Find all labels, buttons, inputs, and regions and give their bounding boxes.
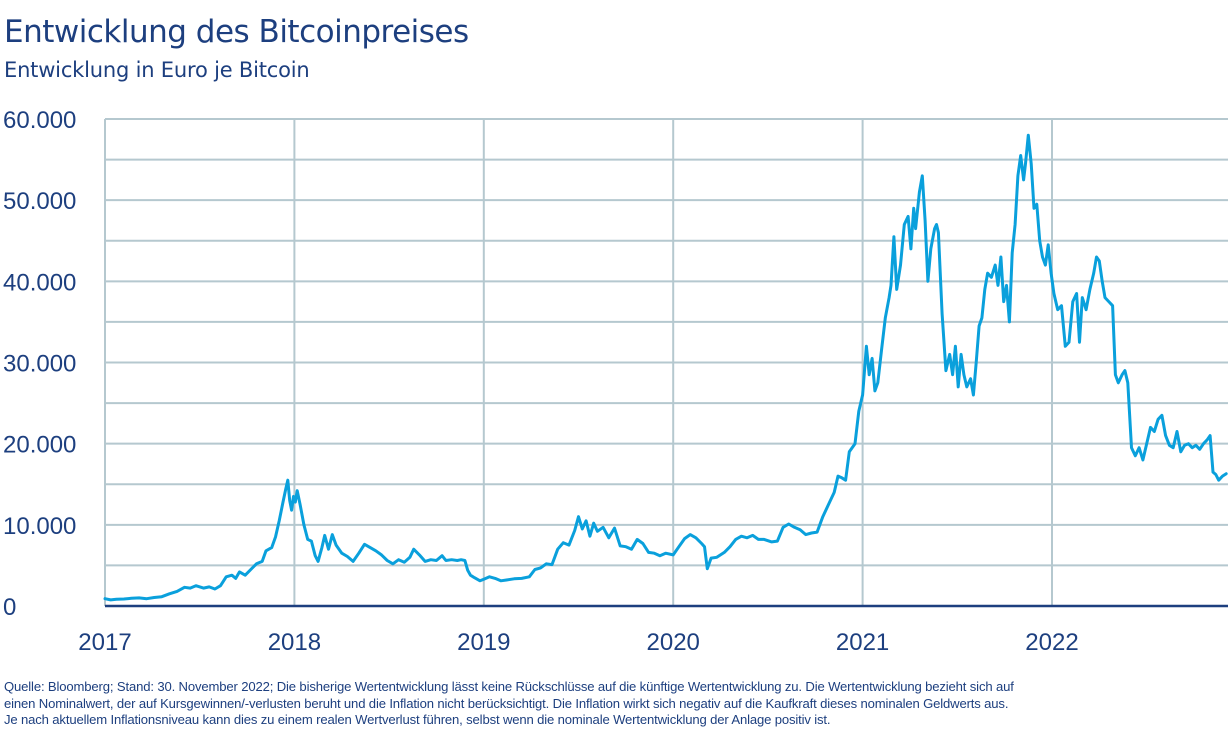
bitcoin-price-chart: 0 10.000 20.000 30.000 40.000 50.000 60.000 20… [3,107,1228,656]
x-tick-label: 2021 [836,629,889,656]
y-tick-label: 20.000 [3,432,76,459]
footnote-line-2: einen Nominalwert, der auf Kursgewinnen/… [4,695,1009,711]
series-line [103,133,1228,602]
y-tick-label: 10.000 [3,513,76,540]
source-footnote: Quelle: Bloomberg; Stand: 30. November 2… [4,679,1230,729]
grid [104,118,1228,606]
series-group [103,133,1228,602]
x-tick-label: 2017 [78,629,131,656]
y-tick-label: 0 [3,594,16,621]
footnote-line-3: Je nach aktuellem Inflationsniveau kann … [4,712,831,727]
x-tick-label: 2020 [647,629,700,656]
y-tick-label: 60.000 [3,107,76,134]
y-tick-label: 40.000 [3,269,76,296]
chart-title: Entwicklung des Bitcoinpreises [4,14,469,50]
chart-subtitle: Entwicklung in Euro je Bitcoin [4,58,310,82]
x-tick-label: 2018 [268,629,321,656]
y-tick-label: 50.000 [3,188,76,215]
x-tick-label: 2022 [1025,629,1078,656]
x-tick-label: 2019 [457,629,510,656]
footnote-line-1: Quelle: Bloomberg; Stand: 30. November 2… [4,679,1014,694]
x-axis-ticks: 2017 2018 2019 2020 2021 2022 [78,629,1078,656]
y-tick-label: 30.000 [3,351,76,378]
y-axis-ticks: 0 10.000 20.000 30.000 40.000 50.000 60.000 [3,107,76,621]
